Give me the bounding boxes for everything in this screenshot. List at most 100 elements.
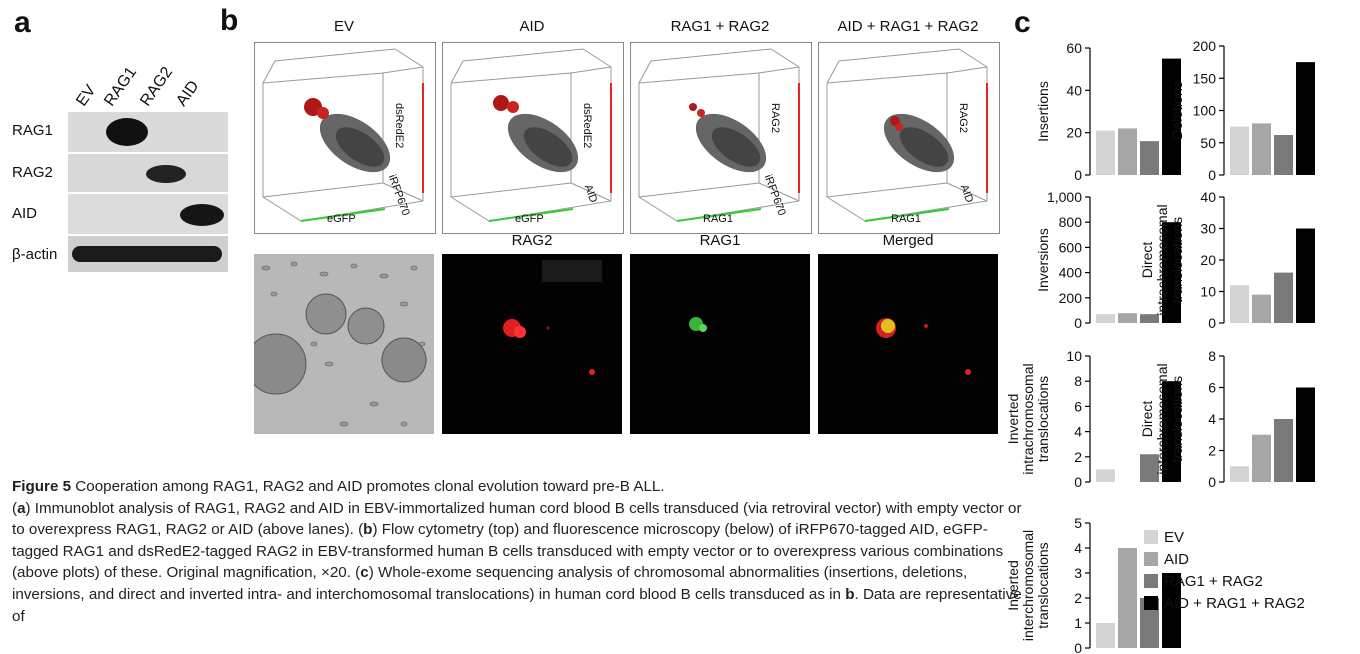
flow-title: AID + RAG1 + RAG2	[837, 18, 979, 35]
y-tick-label: 0	[1208, 315, 1216, 331]
y-tick-label: 50	[1200, 135, 1216, 151]
bar	[1252, 294, 1271, 323]
flow-axis-y: dsRedE2	[581, 103, 593, 149]
blot-strip-actin	[68, 236, 228, 272]
bar	[1096, 314, 1115, 323]
brightfield-image	[254, 254, 434, 434]
bar	[1252, 434, 1271, 482]
caption-text: ) Immunoblot analysis of RAG1, RAG2 and …	[12, 499, 1022, 539]
legend-item: AID	[1144, 551, 1189, 569]
legend-item: RAG1 + RAG2	[1144, 573, 1263, 591]
y-tick-label: 100	[1193, 103, 1217, 119]
figure-caption: Figure 5 Cooperation among RAG1, RAG2 an…	[12, 476, 1022, 627]
blot-strip-rag1	[68, 112, 228, 152]
panel-letter-a: a	[14, 6, 31, 39]
flow-axis-x: eGFP	[515, 213, 544, 225]
y-tick-label: 600	[1059, 239, 1083, 255]
y-tick-label: 6	[1074, 398, 1082, 414]
y-tick-label: 5	[1074, 515, 1082, 531]
y-tick-label: 40	[1066, 82, 1082, 98]
flow-plot: RAG1 RAG2 AID	[818, 42, 1000, 234]
y-tick-label: 2	[1074, 449, 1082, 465]
bar	[1162, 381, 1181, 482]
y-tick-label: 200	[1059, 290, 1083, 306]
caption-text: . Data are representative of	[12, 585, 1022, 625]
y-axis-label: Deletions	[1169, 81, 1185, 139]
bar	[1162, 222, 1181, 323]
y-tick-label: 0	[1074, 167, 1082, 183]
legend-label: EV	[1164, 529, 1185, 546]
y-tick-label: 150	[1193, 70, 1217, 86]
y-axis-label: translocations	[1169, 217, 1185, 303]
legend-swatch	[1144, 596, 1158, 610]
y-tick-label: 40	[1200, 189, 1216, 205]
lane-label: RAG2	[137, 63, 177, 110]
flow-axis-x: eGFP	[327, 213, 356, 225]
blot-row-label: β-actin	[12, 246, 58, 263]
y-tick-label: 3	[1074, 565, 1082, 581]
bar	[1230, 285, 1249, 323]
caption-label: Figure 5	[12, 478, 72, 495]
flow-title: EV	[333, 18, 354, 35]
legend-label: AID + RAG1 + RAG2	[1164, 595, 1305, 612]
merged-fluorescence-image	[818, 254, 998, 434]
bar	[1096, 469, 1115, 482]
bar	[1230, 466, 1249, 482]
caption-ref: b	[845, 585, 855, 603]
y-axis-label: Direct	[1139, 242, 1155, 279]
legend-swatch	[1144, 530, 1158, 544]
y-tick-label: 4	[1208, 411, 1216, 427]
micro-title: RAG2	[511, 232, 553, 249]
lane-label: EV	[73, 82, 100, 110]
y-tick-label: 6	[1208, 380, 1216, 396]
blot-band	[180, 204, 224, 226]
flow-plot: RAG1 RAG2 iRFP670	[630, 42, 812, 234]
y-tick-label: 1	[1074, 615, 1082, 631]
bar	[1118, 548, 1137, 648]
bar	[1230, 126, 1249, 175]
y-axis-label: Inversions	[1035, 228, 1051, 292]
y-tick-label: 0	[1208, 474, 1216, 490]
flow-axis-y: RAG2	[957, 103, 969, 133]
micro-title: RAG1	[699, 232, 741, 249]
y-axis-label: Insertions	[1035, 81, 1051, 142]
caption-text: (	[12, 499, 18, 517]
panel-letter-b: b	[220, 4, 239, 37]
bar	[1096, 623, 1115, 648]
y-tick-label: 10	[1200, 284, 1216, 300]
blot-strip-aid	[68, 194, 228, 234]
flow-axis-x: RAG1	[891, 213, 921, 225]
bar	[1162, 58, 1181, 176]
blot-band	[146, 165, 186, 183]
y-tick-label: 1,000	[1047, 189, 1082, 205]
panel-letter-c: c	[1014, 6, 1031, 39]
rag1-fluorescence-image	[630, 254, 810, 434]
y-axis-label: intrachromosomal	[1154, 204, 1170, 315]
y-tick-label: 2	[1208, 443, 1216, 459]
y-tick-label: 30	[1200, 221, 1216, 237]
caption-ref: c	[360, 564, 369, 582]
bar	[1096, 130, 1115, 175]
blot-row-label: RAG2	[12, 164, 53, 181]
y-tick-label: 4	[1074, 424, 1082, 440]
blot-band	[72, 246, 222, 262]
blot-row-label: AID	[12, 205, 38, 222]
y-axis-label: intrachromosomal	[1020, 363, 1036, 474]
y-tick-label: 8	[1074, 373, 1082, 389]
y-axis-label: translocations	[1035, 542, 1051, 628]
blot-strip-rag2	[68, 154, 228, 192]
y-axis-label: Inverted	[1005, 394, 1021, 445]
caption-ref: b	[363, 521, 373, 539]
bar	[1140, 314, 1159, 323]
caption-text: ) Flow cytometry (top) and fluorescence …	[12, 521, 1004, 582]
caption-title: Cooperation among RAG1, RAG2 and AID pro…	[71, 478, 665, 495]
flow-plot: eGFP dsRedE2 iRFP670	[254, 42, 436, 234]
bar	[1274, 135, 1293, 175]
bar	[1296, 228, 1315, 323]
y-tick-label: 4	[1074, 540, 1082, 556]
y-axis-label: Direct	[1139, 401, 1155, 438]
lane-label: AID	[173, 77, 203, 110]
bar	[1118, 313, 1137, 323]
y-tick-label: 200	[1193, 38, 1217, 54]
legend-label: AID	[1164, 551, 1190, 568]
